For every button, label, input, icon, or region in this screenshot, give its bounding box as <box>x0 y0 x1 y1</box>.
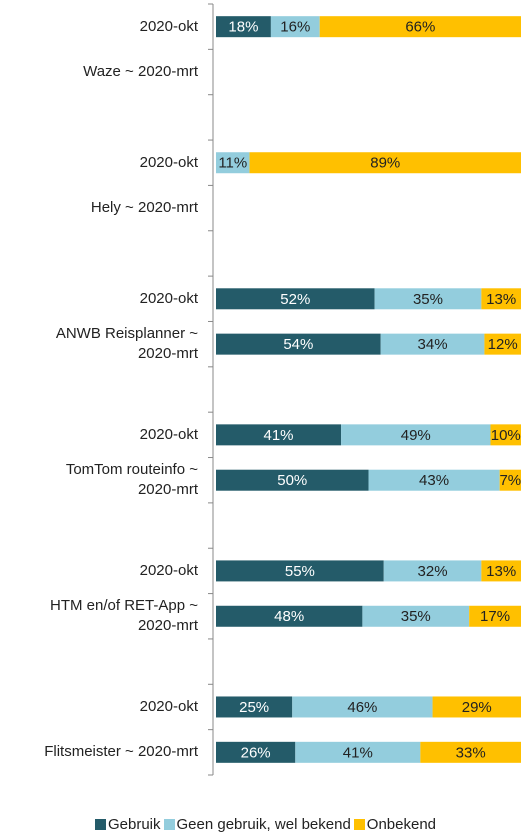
value-label: 16% <box>280 19 310 36</box>
bar-segment <box>249 152 522 174</box>
value-label: 41% <box>343 744 373 761</box>
bar-segment <box>481 560 521 582</box>
bar-segment <box>216 560 384 582</box>
value-label: 18% <box>228 19 258 36</box>
bar-segment <box>216 696 293 718</box>
value-label: 34% <box>418 336 448 353</box>
value-label: 89% <box>370 155 400 172</box>
category-label: 2020-okt <box>139 425 198 443</box>
value-label: 48% <box>274 608 304 625</box>
category-label: 2020-okt <box>139 697 198 715</box>
value-label: 35% <box>413 291 443 308</box>
bar-segment <box>216 424 342 446</box>
legend-label: Geen gebruik, wel bekend <box>176 816 351 833</box>
bar-segment <box>368 469 500 491</box>
bar-segment <box>292 696 433 718</box>
bar-segment <box>341 424 491 446</box>
value-label: 50% <box>277 472 307 489</box>
bar-segment <box>383 560 482 582</box>
legend-swatch <box>353 819 365 830</box>
category-label: ANWB Reisplanner ~ 2020-mrt <box>55 325 198 363</box>
bar-segment <box>380 333 485 355</box>
value-label: 25% <box>239 699 269 716</box>
value-label: 66% <box>405 19 435 36</box>
bar-segment <box>484 333 521 355</box>
bar-segment <box>216 469 369 491</box>
bar-segment <box>490 424 521 446</box>
legend-swatch <box>94 819 106 830</box>
category-label: HTM en/of RET-App ~ 2020-mrt <box>50 597 198 635</box>
bar-segment <box>295 741 421 763</box>
value-label: 46% <box>347 699 377 716</box>
value-label: 35% <box>401 608 431 625</box>
bar-segment <box>499 469 521 491</box>
bar-segment <box>216 741 296 763</box>
category-label: Hely ~ 2020-mrt <box>90 199 198 217</box>
legend: Gebruik Geen gebruik, wel bekend Onbekend <box>0 816 528 833</box>
bar-segment <box>420 741 521 763</box>
value-label: 52% <box>280 291 310 308</box>
category-label: Flitsmeister ~ 2020-mrt <box>44 743 198 761</box>
bar-segment <box>216 288 375 310</box>
bar-segment <box>481 288 521 310</box>
bar-segment <box>374 288 482 310</box>
value-label: 13% <box>486 291 516 308</box>
bar-segment <box>469 605 521 627</box>
bar-segment <box>270 16 320 38</box>
bar-segment <box>432 696 521 718</box>
value-label: 10% <box>491 427 521 444</box>
value-label: 7% <box>499 472 521 489</box>
value-label: 41% <box>264 427 294 444</box>
category-label: Waze ~ 2020-mrt <box>83 63 198 81</box>
value-label: 29% <box>462 699 492 716</box>
value-label: 13% <box>486 563 516 580</box>
value-label: 26% <box>241 744 271 761</box>
value-label: 12% <box>488 336 518 353</box>
bar-segment <box>216 152 250 174</box>
value-label: 43% <box>419 472 449 489</box>
bar-segment <box>319 16 521 38</box>
bar-segment <box>216 605 363 627</box>
category-label: TomTom routeinfo ~ 2020-mrt <box>65 461 198 499</box>
category-label: 2020-okt <box>139 153 198 171</box>
value-label: 55% <box>285 563 315 580</box>
value-label: 17% <box>480 608 510 625</box>
bar-segment <box>216 333 381 355</box>
category-label: 2020-okt <box>139 17 198 35</box>
bar-segment <box>362 605 470 627</box>
legend-swatch <box>163 819 175 830</box>
legend-label: Gebruik <box>107 816 161 833</box>
value-label: 32% <box>418 563 448 580</box>
bar-segment <box>216 16 271 38</box>
legend-label: Onbekend <box>366 816 437 833</box>
category-label: 2020-okt <box>139 289 198 307</box>
category-label: 2020-okt <box>139 561 198 579</box>
value-label: 54% <box>283 336 313 353</box>
value-label: 33% <box>456 744 486 761</box>
value-label: 49% <box>401 427 431 444</box>
value-label: 11% <box>218 155 247 172</box>
